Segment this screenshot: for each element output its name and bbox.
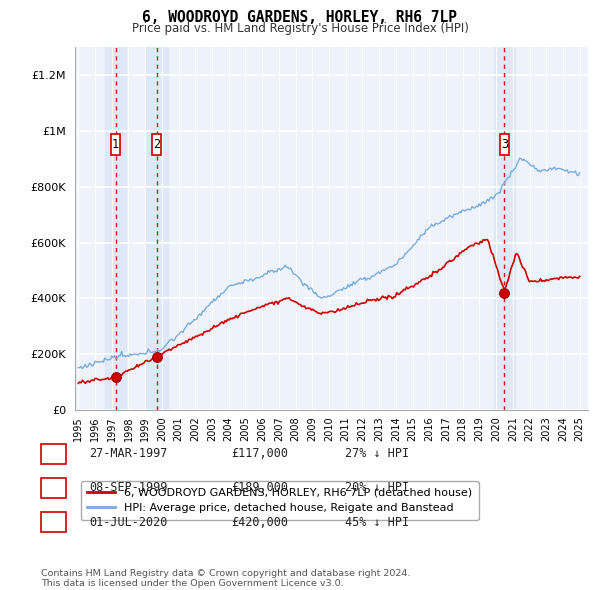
Text: 3: 3	[501, 139, 508, 152]
Text: 2: 2	[153, 139, 160, 152]
Text: 1: 1	[112, 139, 119, 152]
Legend: 6, WOODROYD GARDENS, HORLEY, RH6 7LP (detached house), HPI: Average price, detac: 6, WOODROYD GARDENS, HORLEY, RH6 7LP (de…	[80, 481, 479, 520]
Text: 20% ↓ HPI: 20% ↓ HPI	[345, 481, 409, 494]
Bar	[105, 47, 127, 410]
Text: 27-MAR-1997: 27-MAR-1997	[89, 447, 167, 460]
Bar	[494, 47, 515, 410]
Text: 08-SEP-1999: 08-SEP-1999	[89, 481, 167, 494]
Text: 6, WOODROYD GARDENS, HORLEY, RH6 7LP: 6, WOODROYD GARDENS, HORLEY, RH6 7LP	[143, 10, 458, 25]
Text: 1: 1	[50, 447, 57, 460]
Text: 27% ↓ HPI: 27% ↓ HPI	[345, 447, 409, 460]
Text: 2: 2	[50, 481, 57, 494]
Text: £117,000: £117,000	[231, 447, 288, 460]
FancyBboxPatch shape	[152, 135, 161, 155]
Text: Price paid vs. HM Land Registry's House Price Index (HPI): Price paid vs. HM Land Registry's House …	[131, 22, 469, 35]
Text: Contains HM Land Registry data © Crown copyright and database right 2024.
This d: Contains HM Land Registry data © Crown c…	[41, 569, 410, 588]
Text: £420,000: £420,000	[231, 516, 288, 529]
Bar	[146, 47, 167, 410]
Text: 45% ↓ HPI: 45% ↓ HPI	[345, 516, 409, 529]
Text: 3: 3	[50, 516, 57, 529]
FancyBboxPatch shape	[500, 135, 509, 155]
Text: 01-JUL-2020: 01-JUL-2020	[89, 516, 167, 529]
FancyBboxPatch shape	[111, 135, 120, 155]
Text: £189,000: £189,000	[231, 481, 288, 494]
